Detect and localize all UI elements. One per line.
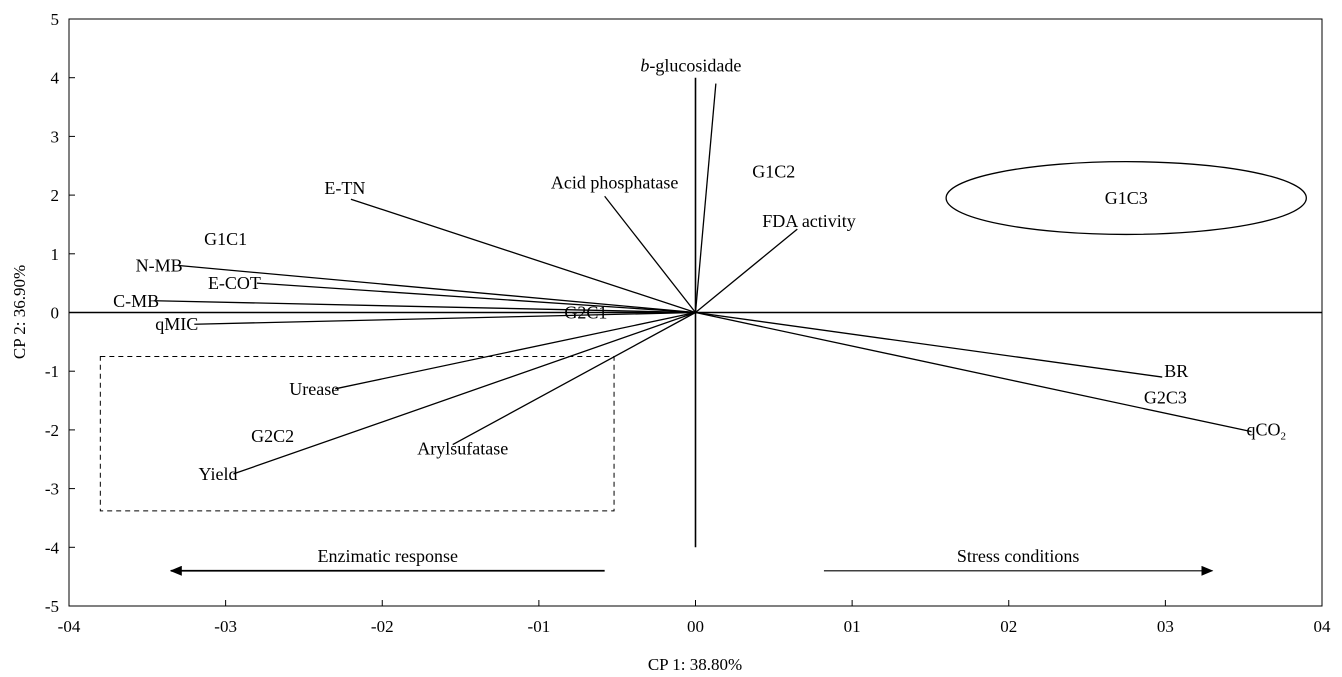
- y-tick-label: -2: [45, 421, 59, 440]
- vector-label-yield: Yield: [198, 464, 237, 484]
- vector-label-urease: Urease: [289, 379, 339, 399]
- annotation-label-stress-conditions: Stress conditions: [957, 546, 1080, 566]
- vector-label-qmic: qMIC: [155, 314, 198, 334]
- y-tick-label: 4: [51, 69, 60, 88]
- group-label-g2c1: G2C1: [564, 303, 607, 323]
- highlight-dashed-rect: [99, 356, 615, 512]
- y-tick-label: 2: [51, 186, 60, 205]
- vector-urease: [335, 311, 696, 390]
- x-tick-label: 01: [844, 617, 861, 636]
- y-tick-label: 5: [51, 10, 60, 29]
- vector-label-c-mb: C-MB: [113, 291, 159, 311]
- x-tick-label: 02: [1000, 617, 1017, 636]
- vector-label-qco2: qCO2: [1247, 420, 1287, 443]
- direction-annotations: Enzimatic response Stress conditions: [169, 546, 1214, 576]
- x-tick-label: 04: [1314, 617, 1332, 636]
- vector-n-mb: [178, 264, 696, 314]
- vector-arylsufatase: [452, 311, 696, 446]
- highlight-ellipse: [945, 160, 1307, 236]
- y-tick-label: 3: [51, 127, 60, 146]
- annotation-label-enzimatic-response: Enzimatic response: [318, 546, 458, 566]
- vector-label-acid-phosphatase: Acid phosphatase: [551, 172, 678, 192]
- vector-c-mb: [155, 300, 696, 314]
- x-tick-label: -04: [58, 617, 81, 636]
- y-tick-label: -4: [45, 538, 60, 557]
- vector-qco2: [695, 311, 1252, 433]
- y-tick-label: 0: [51, 304, 60, 323]
- x-tick-label: -01: [528, 617, 551, 636]
- group-label-g2c2: G2C2: [251, 426, 294, 446]
- y-tick-label: -3: [45, 480, 59, 499]
- vector-qmic: [194, 311, 696, 325]
- y-axis-title: CP 2: 36.90%: [10, 265, 29, 359]
- x-tick-label: 00: [687, 617, 704, 636]
- x-tick-label: 03: [1157, 617, 1174, 636]
- y-tick-label: -5: [45, 597, 59, 616]
- group-labels: G1C1 G1C2 G1C3 G2C1 G2C2 G2C3: [204, 162, 1187, 446]
- vector-fda-activity: [695, 228, 798, 314]
- group-label-g1c3: G1C3: [1105, 188, 1148, 208]
- axis-ticks: -04 -03 -02 -01 00 01 02 03 04 5 4 3 2 1 0 -1 -2 -3 -4 -5: [45, 10, 1331, 636]
- vector-label-n-mb: N-MB: [136, 256, 183, 276]
- x-tick-label: -03: [214, 617, 237, 636]
- vector-label-b-glucosidade: b-glucosidade: [640, 56, 741, 76]
- loading-vectors: b-glucosidade E-TN Acid phosphatase FDA act…: [113, 56, 1286, 484]
- group-label-g1c1: G1C1: [204, 229, 247, 249]
- x-tick-label: -02: [371, 617, 394, 636]
- vector-e-cot: [256, 282, 696, 314]
- y-tick-label: 1: [51, 245, 60, 264]
- y-tick-label: -1: [45, 362, 59, 381]
- group-label-g2c3: G2C3: [1144, 388, 1187, 408]
- vector-e-tn: [350, 198, 696, 314]
- vector-acid-phosphatase: [604, 195, 697, 313]
- vector-label-br: BR: [1164, 361, 1188, 381]
- vector-label-fda-activity: FDA activity: [762, 211, 856, 231]
- vector-label-e-cot: E-COT: [208, 273, 261, 293]
- highlight-shapes: [99, 160, 1307, 512]
- vector-br: [695, 311, 1163, 378]
- x-axis-title: CP 1: 38.80%: [648, 655, 742, 674]
- vector-b-glucosidade: [694, 83, 717, 313]
- group-label-g1c2: G1C2: [752, 162, 795, 182]
- vector-yield: [233, 311, 696, 475]
- vector-label-e-tn: E-TN: [324, 178, 365, 198]
- vector-label-arylsufatase: Arylsufatase: [417, 439, 508, 459]
